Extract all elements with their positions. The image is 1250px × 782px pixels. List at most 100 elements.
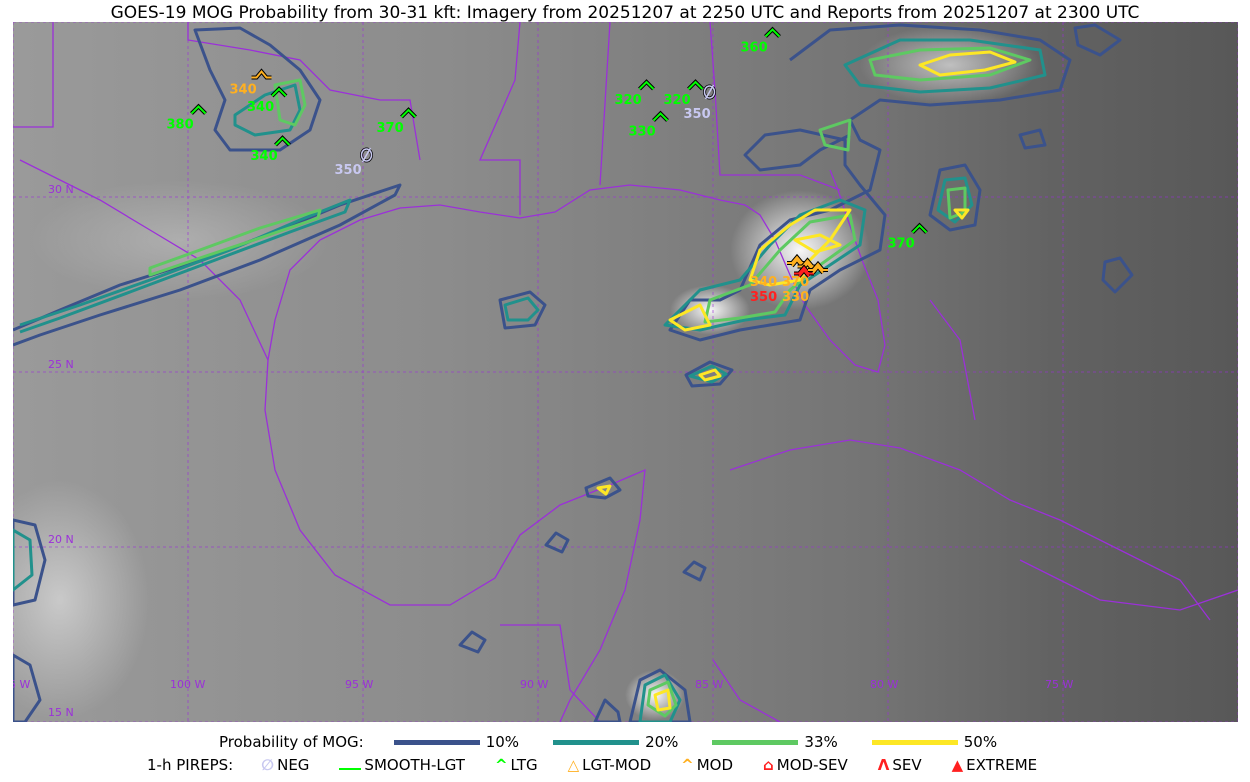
pirep-mod: 330 — [782, 260, 828, 305]
caret-icon: ^ — [681, 756, 694, 774]
pirep-symbol — [271, 87, 287, 97]
pirep-symbol — [687, 80, 704, 90]
pirep-neg: 350 — [335, 147, 373, 178]
pirep-symbol — [251, 69, 272, 79]
legend-pirep-extreme: ▲ EXTREME — [952, 756, 1038, 774]
lon-label: 100 W — [170, 678, 205, 691]
pirep-altitude: 340 — [251, 149, 278, 164]
neg-icon: ∅ — [261, 756, 275, 774]
pirep-altitude: 350 — [684, 107, 711, 122]
legend-label: LTG — [510, 756, 538, 774]
lon-label: 85 W — [695, 678, 723, 691]
graticule — [13, 22, 1238, 722]
lat-label: 25 N — [48, 358, 74, 371]
legend-pirep-mod-sev: ⌂ MOD-SEV — [763, 756, 848, 774]
probability-legend: Probability of MOG: 10% 20% 33% 50% — [0, 733, 1250, 751]
lgt-mod-icon: △ — [567, 756, 580, 774]
legend-swatch — [712, 739, 799, 745]
pirep-altitude: 320 — [615, 93, 642, 108]
legend-swatch — [871, 739, 958, 745]
pirep-neg: 350 — [684, 84, 716, 122]
pirep-altitude: 340 — [750, 275, 777, 290]
prob-legend-title: Probability of MOG: — [219, 733, 364, 751]
lon-label: 105 W — [0, 678, 30, 691]
legend-prob-20pct: 20% — [553, 733, 678, 751]
legend-label: 20% — [645, 733, 679, 751]
lat-label: 30 N — [48, 183, 74, 196]
pirep-altitude: 340 — [230, 83, 257, 98]
pirep-symbol — [808, 262, 828, 274]
legend-label: MOD-SEV — [776, 756, 848, 774]
pirep-ltg: 320 — [664, 79, 704, 108]
pirep-legend: 1-h PIREPS: ∅ NEG SMOOTH-LGT ^ LTG △ LGT-MOD ^ M… — [0, 756, 1250, 774]
pirep-symbol — [274, 136, 291, 146]
lat-label: 20 N — [48, 533, 74, 546]
pirep-ltg: 340 — [251, 135, 291, 164]
graticule-labels: 105 W 100 W 95 W 90 W 85 W 80 W 75 W 30 N 25 N 20… — [0, 183, 1073, 719]
legend-pirep-ltg: ^ LTG — [495, 756, 538, 774]
legend-label: 50% — [963, 733, 998, 751]
legend-label: NEG — [277, 756, 310, 774]
pirep-lgt-mod: 340 — [230, 68, 272, 98]
pirep-ltg: 320 — [615, 79, 655, 108]
legend-pirep-sev: Λ SEV — [878, 756, 922, 774]
contour-20pct — [13, 38, 1047, 722]
extreme-icon: ▲ — [951, 756, 964, 774]
lon-label: 95 W — [345, 678, 373, 691]
pirep-altitude: 380 — [167, 118, 194, 133]
pirep-ltg: 360 — [741, 26, 781, 56]
pirep-ltg: 370 — [377, 107, 417, 136]
caret-icon: ^ — [494, 756, 508, 774]
map-canvas: 105 W 100 W 95 W 90 W 85 W 80 W 75 W 30 N 25 N 20… — [0, 22, 1238, 722]
lon-label: 75 W — [1045, 678, 1073, 691]
pirep-ltg: 340 — [247, 86, 288, 115]
pirep-altitude: 370 — [377, 121, 404, 136]
mod-sev-icon: ⌂ — [763, 756, 774, 774]
legend-label: MOD — [696, 756, 734, 774]
pirep-symbol — [652, 112, 669, 122]
legend-pirep-neg: ∅ NEG — [261, 756, 309, 774]
cloud-brightness — [13, 25, 1040, 720]
pirep-altitude: 340 — [247, 100, 274, 115]
legend-pirep-mod: ^ MOD — [681, 756, 733, 774]
contour-33pct — [148, 46, 1032, 718]
legend-prob-10pct: 10% — [393, 733, 520, 751]
sev-icon: Λ — [877, 756, 890, 774]
mog-probability-contours — [13, 23, 1134, 722]
lon-label: 80 W — [870, 678, 898, 691]
legend-prob-33pct: 33% — [712, 733, 838, 751]
legend-swatch — [393, 739, 480, 745]
pirep-altitude: 350 — [335, 163, 362, 178]
legend-pirep-lgt-mod: △ LGT-MOD — [568, 756, 652, 774]
legend-swatch — [553, 739, 640, 745]
legend-label: EXTREME — [966, 756, 1038, 774]
legend-label: SMOOTH-LGT — [364, 756, 465, 774]
pirep-ltg: 380 — [167, 103, 207, 133]
legend-label: 10% — [485, 733, 520, 751]
pirep-symbol — [764, 28, 781, 38]
legend-label: 33% — [804, 733, 838, 751]
pirep-legend-title: 1-h PIREPS: — [147, 756, 234, 774]
pirep-ltg: 370 — [888, 222, 928, 252]
pirep-altitude: 320 — [664, 93, 691, 108]
pirep-symbol — [638, 80, 655, 90]
pirep-symbol — [794, 265, 814, 278]
contour-50pct — [596, 50, 1017, 712]
legend-pirep-smooth-lgt: SMOOTH-LGT — [339, 756, 465, 774]
pirep-altitude: 370 — [888, 237, 915, 252]
legend-label: SEV — [892, 756, 922, 774]
pirep-altitude: 360 — [741, 41, 768, 56]
pirep-symbol — [190, 105, 207, 115]
pirep-ltg: 330 — [629, 110, 669, 140]
map-title: GOES-19 MOG Probability from 30-31 kft: … — [110, 3, 1140, 23]
pirep-altitude: 330 — [782, 290, 809, 305]
line-icon — [339, 756, 362, 774]
pirep-symbol — [911, 224, 928, 234]
pirep-altitude: 350 — [750, 290, 777, 305]
pirep-altitude: 370 — [782, 275, 809, 290]
pirep-mod-sev: 350 — [750, 264, 814, 305]
legend-prob-50pct: 50% — [871, 733, 998, 751]
legend-label: LGT-MOD — [582, 756, 652, 774]
lat-label: 15 N — [48, 706, 74, 719]
